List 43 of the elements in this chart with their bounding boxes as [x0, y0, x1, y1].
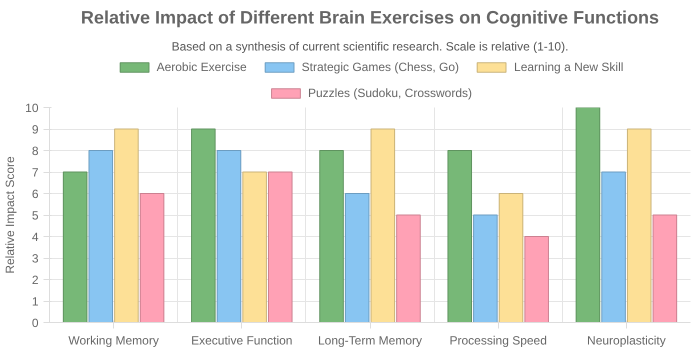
legend-label: Strategic Games (Chess, Go)	[302, 60, 460, 74]
bar	[396, 214, 421, 322]
bar	[140, 193, 164, 322]
bar	[370, 128, 396, 322]
bar	[344, 193, 370, 322]
bar	[114, 128, 139, 322]
x-tick-label: Neuroplasticity	[587, 334, 666, 348]
bar	[524, 236, 549, 322]
y-tick-label: 0	[32, 316, 39, 330]
bar	[216, 150, 242, 322]
x-tick-label: Long-Term Memory	[318, 334, 422, 348]
bar	[447, 150, 472, 322]
y-tick-label: 9	[32, 122, 39, 136]
y-tick-label: 7	[32, 166, 39, 180]
y-tick-label: 4	[32, 230, 39, 244]
x-tick-label: Processing Speed	[450, 334, 547, 348]
bar	[319, 150, 344, 322]
legend-label: Learning a New Skill	[514, 60, 624, 74]
bar	[498, 193, 524, 322]
x-tick-label: Executive Function	[191, 334, 292, 348]
legend-label: Aerobic Exercise	[156, 60, 247, 74]
bar	[576, 108, 600, 322]
chart-title: Relative Impact of Different Brain Exercises on Cognitive Functions	[80, 8, 660, 28]
bar	[242, 172, 267, 322]
y-tick-label: 2	[32, 273, 39, 287]
y-tick-label: 3	[32, 252, 39, 266]
bar	[601, 172, 626, 322]
legend-label: Puzzles (Sudoku, Crosswords)	[308, 86, 472, 100]
chart-subtitle: Based on a synthesis of current scientific research. Scale is relative (1-10).	[172, 40, 568, 54]
bar	[268, 172, 293, 322]
bar	[191, 128, 216, 322]
bar	[652, 214, 678, 322]
y-tick-label: 1	[32, 294, 39, 308]
x-tick-label: Working Memory	[68, 334, 159, 348]
y-tick-label: 5	[32, 208, 39, 222]
y-tick-label: 6	[32, 187, 39, 201]
bar	[626, 128, 652, 322]
bar	[473, 214, 498, 322]
bar	[88, 150, 114, 322]
bar	[62, 172, 88, 322]
y-tick-label: 10	[25, 101, 39, 115]
y-tick-label: 8	[32, 144, 39, 158]
y-axis-title: Relative Impact Score	[3, 156, 18, 274]
